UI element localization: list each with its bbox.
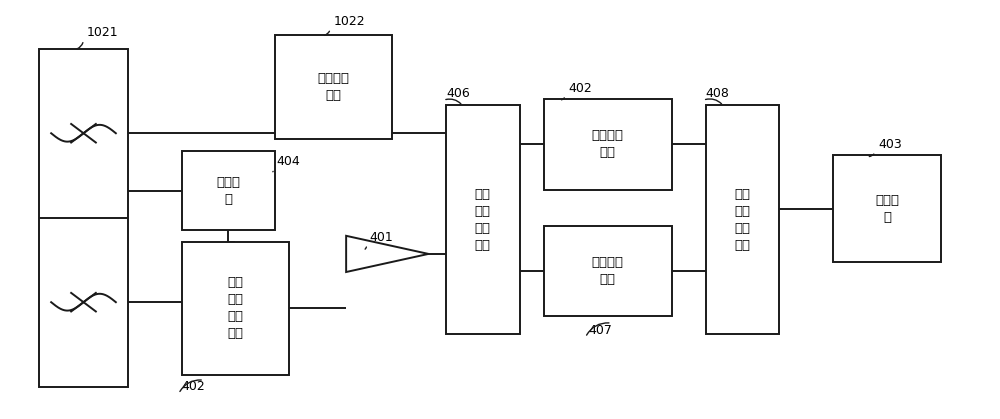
FancyBboxPatch shape: [446, 105, 520, 334]
Text: 第三
链路
选择
单元: 第三 链路 选择 单元: [735, 188, 751, 252]
Text: 信号发射
链路: 信号发射 链路: [317, 72, 349, 102]
FancyBboxPatch shape: [39, 49, 128, 387]
Text: 1021: 1021: [86, 26, 118, 39]
Text: 耦合单
元: 耦合单 元: [216, 176, 240, 206]
FancyBboxPatch shape: [544, 226, 672, 316]
Text: 401: 401: [370, 230, 393, 243]
Text: 404: 404: [277, 155, 300, 168]
Text: 402: 402: [569, 82, 592, 95]
FancyBboxPatch shape: [706, 105, 779, 334]
Text: 406: 406: [446, 86, 470, 100]
Text: 阻抗匹配
单元: 阻抗匹配 单元: [592, 256, 624, 286]
Text: 402: 402: [182, 380, 205, 393]
FancyBboxPatch shape: [275, 35, 392, 139]
Text: 1022: 1022: [333, 15, 365, 28]
Text: 第一
链路
选择
单元: 第一 链路 选择 单元: [227, 276, 243, 340]
FancyBboxPatch shape: [833, 155, 941, 262]
Text: 407: 407: [588, 324, 612, 337]
FancyBboxPatch shape: [544, 99, 672, 189]
Text: 第二
链路
选择
单元: 第二 链路 选择 单元: [475, 188, 491, 252]
FancyBboxPatch shape: [182, 242, 289, 375]
Text: 接收通
道: 接收通 道: [875, 194, 899, 224]
Text: 声表滤波
单元: 声表滤波 单元: [592, 129, 624, 159]
FancyBboxPatch shape: [182, 151, 275, 230]
Text: 403: 403: [878, 138, 902, 151]
Text: 408: 408: [706, 86, 730, 100]
